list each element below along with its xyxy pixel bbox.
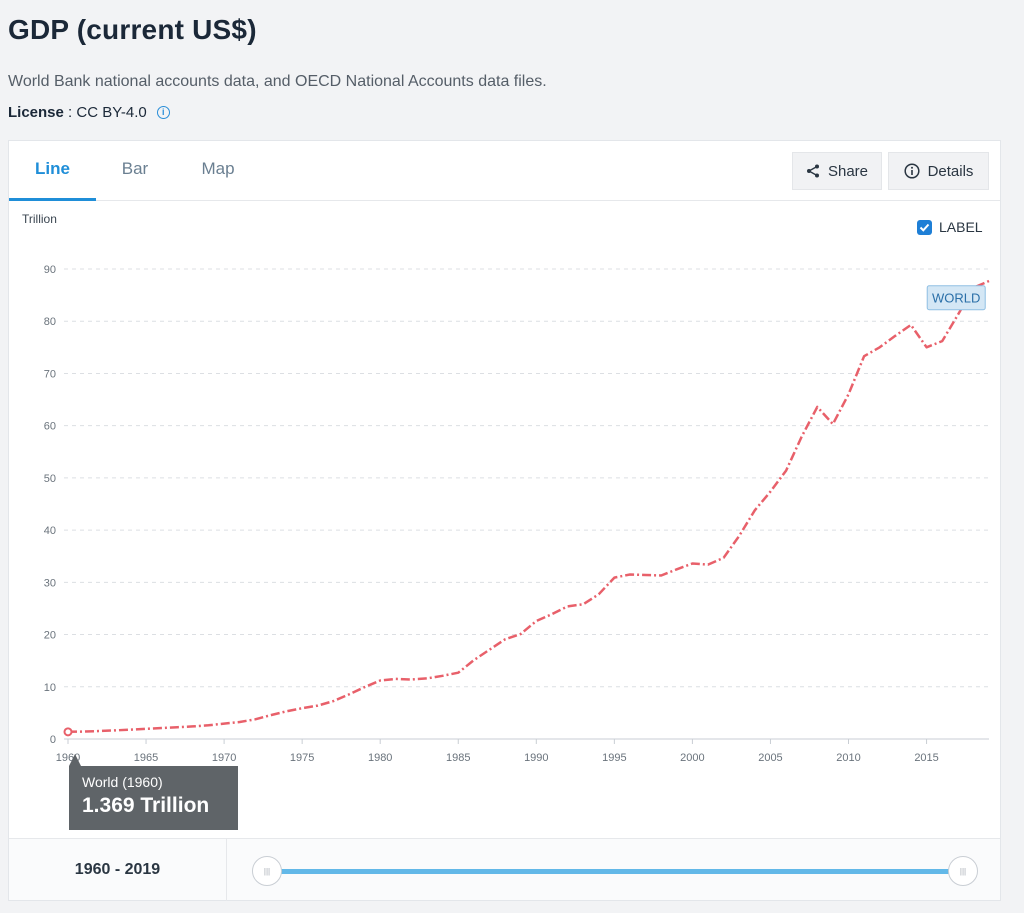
series-label-box	[926, 285, 986, 311]
label-checkbox[interactable]	[917, 219, 932, 235]
tooltip-arrow	[69, 754, 81, 766]
license-separator: :	[63, 104, 77, 121]
license-key: License	[8, 104, 64, 121]
chart-card: Line Bar Map Share Details Trillion LABE…	[8, 140, 1001, 901]
tooltip: World (1960) 1.369 Trillion	[69, 766, 238, 830]
series-label: WORLD	[932, 291, 980, 306]
share-label: Share	[827, 162, 869, 180]
y-tick-label: 60	[44, 421, 56, 433]
y-tick-label: 50	[44, 473, 56, 485]
x-tick-label: 1965	[134, 752, 158, 764]
x-tick-label: 1980	[368, 752, 392, 764]
label-toggle[interactable]: LABEL	[917, 219, 983, 235]
highlight-point	[63, 727, 73, 737]
tab-bar: Line Bar Map Share Details	[9, 141, 1000, 201]
range-slider-bar: 1960 - 2019 ||| |||	[9, 838, 1000, 901]
details-label: Details	[927, 162, 974, 180]
x-tick-label: 1995	[602, 752, 626, 764]
tab-map[interactable]: Map	[201, 159, 235, 178]
info-circle-icon	[904, 163, 920, 179]
license-value: CC BY-4.0	[76, 104, 147, 121]
y-tick-label: 10	[44, 682, 56, 694]
x-tick-label: 1975	[290, 752, 314, 764]
y-tick-label: 70	[44, 368, 56, 380]
y-tick-label: 80	[44, 316, 56, 328]
tooltip-value: 1.369 Trillion	[82, 794, 210, 817]
y-tick-label: 40	[44, 525, 56, 537]
y-unit-label: Trillion	[22, 212, 57, 226]
y-tick-label: 0	[50, 734, 56, 746]
range-start-handle[interactable]: |||	[252, 856, 282, 886]
page-title: GDP (current US$)	[8, 14, 257, 45]
label-toggle-text: LABEL	[939, 219, 983, 235]
range-track[interactable]	[267, 869, 963, 874]
share-button[interactable]: Share	[792, 152, 882, 190]
x-tick-label: 2015	[914, 752, 938, 764]
x-tick-label: 1970	[212, 752, 236, 764]
x-tick-label: 2010	[836, 752, 860, 764]
x-tick-label: 2000	[680, 752, 704, 764]
grip-icon: |||	[263, 866, 271, 876]
tab-line[interactable]: Line	[9, 141, 96, 201]
range-label: 1960 - 2019	[9, 839, 227, 901]
x-tick-label: 2005	[758, 752, 782, 764]
y-tick-label: 20	[44, 630, 56, 642]
source-text: World Bank national accounts data, and O…	[8, 73, 547, 90]
share-icon	[806, 164, 820, 178]
tab-bar-chart[interactable]: Bar	[121, 159, 149, 178]
x-tick-label: 1990	[524, 752, 548, 764]
y-tick-label: 90	[44, 264, 56, 276]
x-tick-label: 1985	[446, 752, 470, 764]
license: License : CC BY-4.0 i	[8, 104, 170, 121]
tooltip-series-name: World (1960)	[82, 774, 163, 790]
grip-icon: |||	[959, 866, 967, 876]
y-tick-label: 30	[44, 577, 56, 589]
range-end-handle[interactable]: |||	[948, 856, 978, 886]
details-button[interactable]: Details	[888, 152, 989, 190]
series-line-world	[67, 279, 990, 734]
info-icon[interactable]: i	[156, 106, 170, 119]
